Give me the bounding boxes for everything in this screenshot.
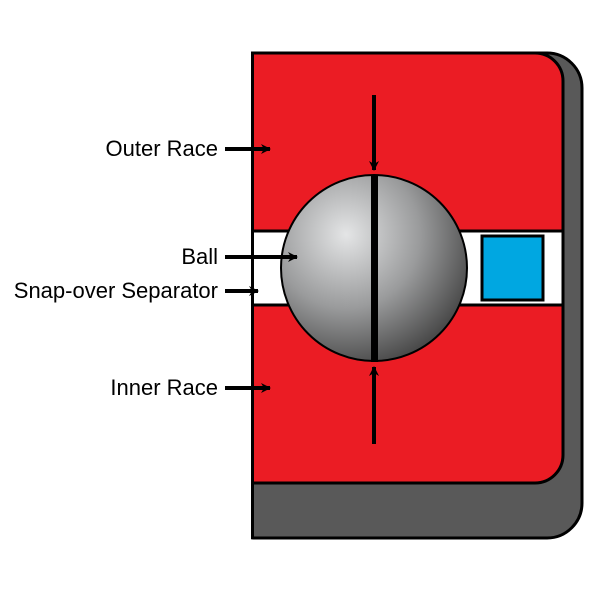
center-slit [371, 175, 378, 362]
label-ball: Ball [181, 244, 218, 270]
bearing-diagram: Outer Race Ball Snap-over Separator Inne… [0, 0, 600, 600]
separator-block [482, 236, 543, 300]
label-inner-race: Inner Race [110, 375, 218, 401]
label-separator: Snap-over Separator [14, 278, 218, 304]
label-outer-race: Outer Race [106, 136, 219, 162]
